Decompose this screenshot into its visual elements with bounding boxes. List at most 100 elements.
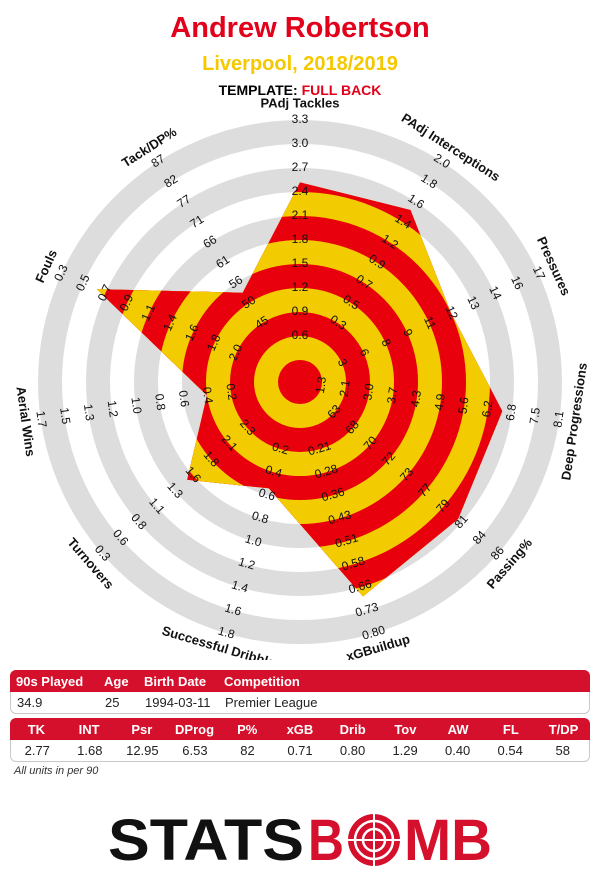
tick-label: 7.5 [527,406,543,425]
tick-label: 0.7 [95,282,115,303]
tick-label: 0.28 [313,461,340,481]
tick-label: 8.1 [550,410,566,429]
tick-label: 16 [508,274,526,292]
logo-b-text: B [308,808,344,868]
stats-header-cell: FL [502,721,519,737]
stats-header-cell: Drib [339,721,366,737]
polygon-center [278,360,322,404]
tick-label: 1.1 [138,302,158,323]
tick-label: 3.0 [292,136,309,150]
tick-label: 2.4 [292,184,309,198]
info-value-cell: Premier League [225,695,318,710]
tick-label: 1.5 [57,407,73,426]
stats-table-row: 2.77 1.68 12.95 6.53 82 0.71 0.80 1.29 0.40 0.54 5… [10,740,590,762]
tick-label: 5.6 [455,396,471,415]
tick-label: 0.5 [73,272,93,293]
template-line: TEMPLATE: FULL BACK [0,82,600,98]
tick-label: 6.8 [503,403,519,422]
tick-label: 2.1 [337,379,353,398]
tick-label: 1.8 [216,624,236,642]
tick-label: 1.0 [128,396,144,415]
club-season: Liverpool, 2018/2019 [202,53,398,75]
axis-label: PAdj Tackles [261,95,340,110]
tick-label: 1.4 [160,312,180,333]
tick-label: 0.6 [176,389,192,408]
info-header-cell: Competition [224,673,300,689]
stats-header-cell: T/DP [548,721,579,737]
tick-label: 13 [464,294,482,312]
stats-table: TK INT Psr DProg P% xGB Drib Tov AW FL T/DP 2.77 1.… [10,718,590,762]
stats-table-header: TK INT Psr DProg P% xGB Drib Tov AW FL T/DP [10,718,590,740]
tick-label: 14 [486,284,504,302]
tick-label: 3.0 [360,382,376,401]
tick-label: 0.6 [257,485,277,503]
tick-label: 3.3 [292,112,309,126]
tick-label: 0.4 [200,386,216,405]
template-label: TEMPLATE: [218,82,302,98]
tick-label: 1.3 [313,375,329,394]
tick-label: 0.6 [292,328,309,342]
tick-label: 0.8 [152,393,168,412]
statsbomb-logo: STATS B MB [108,808,492,868]
stats-header-cell: Psr [131,721,153,737]
tick-label: 1.6 [182,322,202,343]
tick-label: 0.9 [292,304,309,318]
tick-label: 0.2 [271,439,291,457]
tick-label: 0.9 [117,292,137,313]
stats-value-cell: 12.95 [126,743,159,758]
tick-label: 0.43 [327,507,354,527]
info-table: 90s Played Age Birth Date Competition 34… [10,670,590,714]
tick-label: 1.8 [292,232,309,246]
tick-label: 4.9 [432,393,448,412]
units-footnote: All units in per 90 [14,765,99,777]
axis-label: Aerial Wins [13,385,38,457]
info-table-header: 90s Played Age Birth Date Competition [10,670,590,692]
tick-label: 6.2 [479,399,495,418]
tick-label: 1.8 [204,332,224,353]
tick-label: 0.73 [354,600,381,620]
info-value-cell: 1994-03-11 [145,695,211,710]
tick-label: 0.80 [360,623,387,643]
info-value-cell: 25 [105,695,120,710]
stats-value-cell: 2.77 [24,743,50,758]
tick-label: 1.0 [243,531,263,549]
stats-value-cell: 82 [240,743,255,758]
tick-label: 3.7 [384,386,400,405]
stats-value-cell: 6.53 [182,743,208,758]
stats-value-cell: 0.80 [339,743,366,758]
tick-label: 0.36 [320,484,347,504]
stats-header-cell: DProg [175,721,215,737]
tick-label: 1.2 [237,554,257,572]
tick-label: 0.3 [51,262,71,283]
stats-header-cell: TK [27,721,46,737]
player-name: Andrew Robertson [170,12,430,44]
tick-label: 1.4 [230,577,250,595]
stats-header-cell: INT [78,721,100,737]
stats-header-cell: P% [237,721,258,737]
info-table-row: 34.9 25 1994-03-11 Premier League [10,692,590,714]
tick-label: 0.2 [223,383,239,402]
info-header-cell: Age [104,673,129,689]
logo-target-icon [344,810,404,868]
stats-header-cell: Tov [394,721,417,737]
info-value-cell: 34.9 [17,695,43,710]
tick-label: 1.6 [223,601,243,619]
tick-label: 1.2 [105,400,121,419]
tick-label: 0.21 [306,438,333,458]
tick-label: 0.4 [264,462,284,480]
tick-label: 1.7 [33,410,49,429]
stats-value-cell: 0.71 [287,743,313,758]
stats-header-cell: xGB [286,721,314,737]
tick-label: 2.0 [226,342,246,363]
tick-label: 0.51 [333,530,360,550]
tick-label: 17 [530,264,548,282]
tick-label: 1.2 [292,280,309,294]
tick-label: 0.66 [347,576,374,596]
stats-value-cell: 58 [555,743,570,758]
stats-value-cell: 1.68 [77,743,103,758]
tick-labels: 0.60.91.21.51.82.12.42.73.03.30.30.50.70… [33,112,566,642]
tick-label: 2.1 [292,208,309,222]
stats-value-cell: 1.29 [392,743,418,758]
stats-value-cell: 0.40 [444,743,471,758]
tick-label: 1.3 [81,403,97,422]
